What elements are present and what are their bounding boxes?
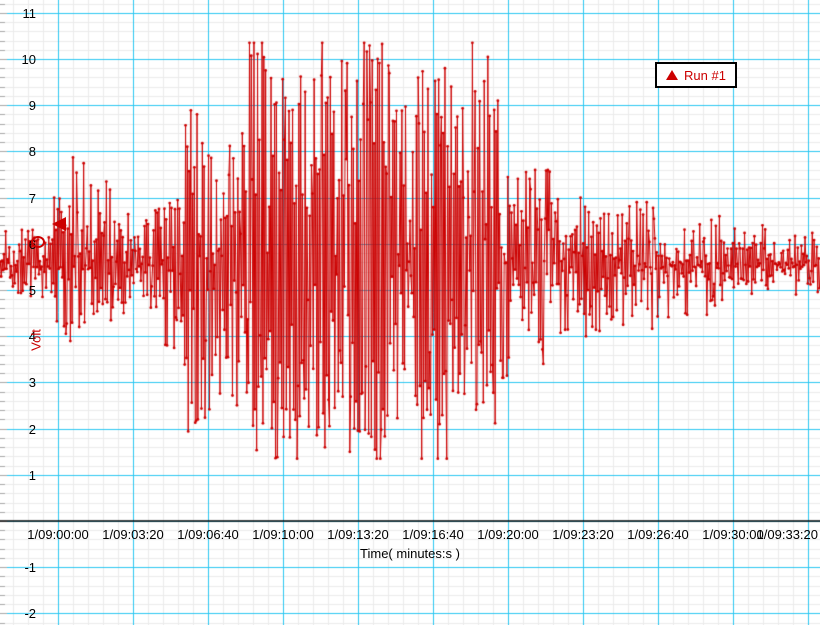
y-tick-label: 2 xyxy=(28,421,36,437)
y-tick-label: 3 xyxy=(28,375,36,391)
y-tick-label: 4 xyxy=(28,329,36,345)
x-tick-label: 1/09:26:40 xyxy=(627,527,689,542)
annotation-ellipse xyxy=(31,236,45,248)
axis-pointer-triangle-icon[interactable] xyxy=(52,217,66,231)
y-tick-label: 1 xyxy=(28,467,36,483)
x-tick-label: 1/09:06:40 xyxy=(177,527,239,542)
x-axis-title: Time( minutes:s ) xyxy=(360,546,460,561)
x-tick-label: 1/09:33:20 xyxy=(756,527,818,542)
x-tick-label: 1/09:23:20 xyxy=(552,527,614,542)
y-tick-label: 7 xyxy=(28,190,36,206)
y-tick-label: 9 xyxy=(28,98,36,114)
x-tick-label: 1/09:30:00 xyxy=(702,527,764,542)
x-tick-label: 1/09:03:20 xyxy=(102,527,164,542)
y-tick-label: -1 xyxy=(24,560,36,576)
y-axis-title: Volt xyxy=(28,329,44,351)
legend-series-label: Run #1 xyxy=(684,67,726,83)
x-tick-label: 1/09:00:00 xyxy=(27,527,89,542)
y-tick-label: -2 xyxy=(24,606,36,622)
y-tick-label: 11 xyxy=(22,5,37,21)
x-tick-label: 1/09:16:40 xyxy=(402,527,464,542)
legend-box[interactable]: Run #1 xyxy=(655,62,737,88)
y-tick-label: 5 xyxy=(28,283,36,298)
x-tick-label: 1/09:10:00 xyxy=(252,527,314,542)
y-tick-label: 8 xyxy=(28,144,36,160)
x-tick-label: 1/09:20:00 xyxy=(477,527,539,542)
legend-triangle-marker-icon xyxy=(666,70,679,80)
x-tick-label: 1/09:13:20 xyxy=(327,527,389,542)
y-tick-label: 10 xyxy=(21,52,36,67)
